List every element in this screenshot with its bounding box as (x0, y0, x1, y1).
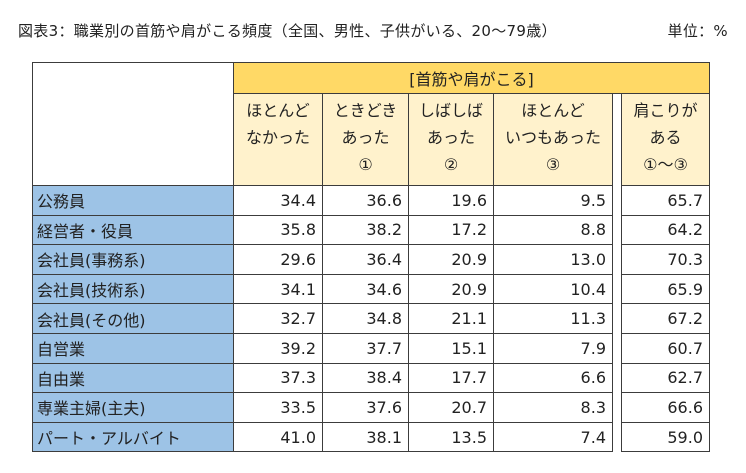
column-gap (612, 363, 622, 393)
cell-value: 34.4 (233, 185, 323, 216)
column-gap (612, 392, 622, 423)
cell-value: 37.3 (233, 362, 323, 394)
table-row: 公務員 34.4 36.6 19.6 9.5 65.7 (32, 185, 710, 216)
cell-value: 9.5 (493, 185, 613, 216)
cell-value: 7.9 (493, 332, 613, 364)
column-gap (612, 185, 622, 216)
column-header-line: あった (341, 128, 390, 147)
cell-value: 15.1 (408, 332, 494, 364)
cell-value: 10.4 (493, 273, 613, 305)
cell-value: 38.4 (322, 362, 409, 394)
cell-value: 59.0 (621, 421, 710, 453)
cell-value: 21.1 (408, 303, 494, 334)
table-row: 会社員(事務系) 29.6 36.4 20.9 13.0 70.3 (32, 244, 710, 275)
table-row: 会社員(その他) 32.7 34.8 21.1 11.3 67.2 (32, 303, 710, 334)
group-header: [首筋や肩がこる] (233, 62, 710, 94)
column-gap (612, 422, 622, 452)
column-header-rarely: ほとんど なかった (233, 93, 323, 186)
cell-value: 65.9 (621, 273, 710, 305)
cell-value: 29.6 (233, 244, 323, 275)
frequency-table: [首筋や肩がこる] ほとんど なかった ときどき あった ① しばしば あった … (32, 62, 710, 453)
cell-value: 38.1 (322, 421, 409, 453)
column-header-line: なかった (245, 128, 310, 147)
cell-value: 32.7 (233, 303, 323, 334)
title-row: 図表3：職業別の首筋や肩がこる頻度（全国、男性、子供がいる、20〜79歳） 単位… (18, 20, 728, 44)
cell-value: 37.7 (322, 332, 409, 364)
column-header-line: ほとんど (246, 101, 310, 120)
cell-value: 41.0 (233, 421, 323, 453)
row-label: 自由業 (32, 362, 234, 394)
table-corner (32, 62, 234, 186)
column-header-line: ほとんど (521, 101, 585, 120)
cell-value: 33.5 (233, 392, 323, 423)
cell-value: 20.9 (408, 273, 494, 305)
column-header-often: しばしば あった ② (408, 93, 494, 186)
cell-value: 36.6 (322, 185, 409, 216)
column-header-line: いつもあった (504, 128, 601, 147)
row-label: 会社員(その他) (32, 303, 234, 334)
column-header-line: あった (426, 128, 475, 147)
column-header-line: 肩こりが (633, 101, 698, 120)
column-header-line: ある (649, 128, 682, 147)
column-header-almost-always: ほとんど いつもあった ③ (493, 93, 613, 186)
column-header-line: ③ (545, 155, 561, 174)
cell-value: 64.2 (621, 214, 710, 246)
cell-value: 34.6 (322, 273, 409, 305)
row-label: 自営業 (32, 332, 234, 364)
column-gap (612, 303, 622, 334)
table-row: 経営者・役員 35.8 38.2 17.2 8.8 64.2 (32, 214, 710, 246)
cell-value: 37.6 (322, 392, 409, 423)
column-gap (612, 274, 622, 304)
column-gap (612, 244, 622, 275)
column-header-line: ② (443, 155, 459, 174)
cell-value: 34.8 (322, 303, 409, 334)
unit-label: 単位：% (667, 22, 728, 40)
figure-title: 図表3：職業別の首筋や肩がこる頻度（全国、男性、子供がいる、20〜79歳） (18, 22, 557, 40)
cell-value: 6.6 (493, 362, 613, 394)
row-label: 会社員(事務系) (32, 244, 234, 275)
row-label: 専業主婦(主夫) (32, 392, 234, 423)
cell-value: 8.3 (493, 392, 613, 423)
table-row: 専業主婦(主夫) 33.5 37.6 20.7 8.3 66.6 (32, 392, 710, 423)
cell-value: 19.6 (408, 185, 494, 216)
cell-value: 20.9 (408, 244, 494, 275)
cell-value: 13.5 (408, 421, 494, 453)
cell-value: 39.2 (233, 332, 323, 364)
cell-value: 70.3 (621, 244, 710, 275)
cell-value: 66.6 (621, 392, 710, 423)
cell-value: 65.7 (621, 185, 710, 216)
column-header-row: ほとんど なかった ときどき あった ① しばしば あった ② ほとんど いつも… (33, 93, 710, 186)
column-gap (612, 333, 622, 364)
column-header-line: ①〜③ (643, 155, 688, 174)
cell-value: 7.4 (493, 421, 613, 453)
cell-value: 36.4 (322, 244, 409, 275)
cell-value: 35.8 (233, 214, 323, 246)
table-row: パート・アルバイト 41.0 38.1 13.5 7.4 59.0 (32, 421, 710, 453)
row-label: 公務員 (32, 185, 234, 216)
column-header-sometimes: ときどき あった ① (322, 93, 409, 186)
cell-value: 11.3 (493, 303, 613, 334)
cell-value: 38.2 (322, 214, 409, 246)
row-label: 経営者・役員 (32, 214, 234, 246)
row-label: パート・アルバイト (32, 421, 234, 453)
column-gap (612, 93, 622, 186)
column-header-has-stiffness: 肩こりが ある ①〜③ (621, 93, 710, 186)
column-header-line: ① (358, 155, 373, 174)
cell-value: 13.0 (493, 244, 613, 275)
cell-value: 20.7 (408, 392, 494, 423)
cell-value: 17.2 (408, 214, 494, 246)
column-header-line: ときどき (333, 101, 398, 120)
cell-value: 62.7 (621, 362, 710, 394)
row-label: 会社員(技術系) (32, 273, 234, 305)
column-header-line: しばしば (418, 101, 483, 120)
table-row: 自由業 37.3 38.4 17.7 6.6 62.7 (32, 362, 710, 394)
cell-value: 34.1 (233, 273, 323, 305)
column-gap (612, 215, 622, 245)
cell-value: 67.2 (621, 303, 710, 334)
table-row: 自営業 39.2 37.7 15.1 7.9 60.7 (32, 332, 710, 364)
cell-value: 8.8 (493, 214, 613, 246)
cell-value: 60.7 (621, 332, 710, 364)
cell-value: 17.7 (408, 362, 494, 394)
table-row: 会社員(技術系) 34.1 34.6 20.9 10.4 65.9 (32, 273, 710, 305)
